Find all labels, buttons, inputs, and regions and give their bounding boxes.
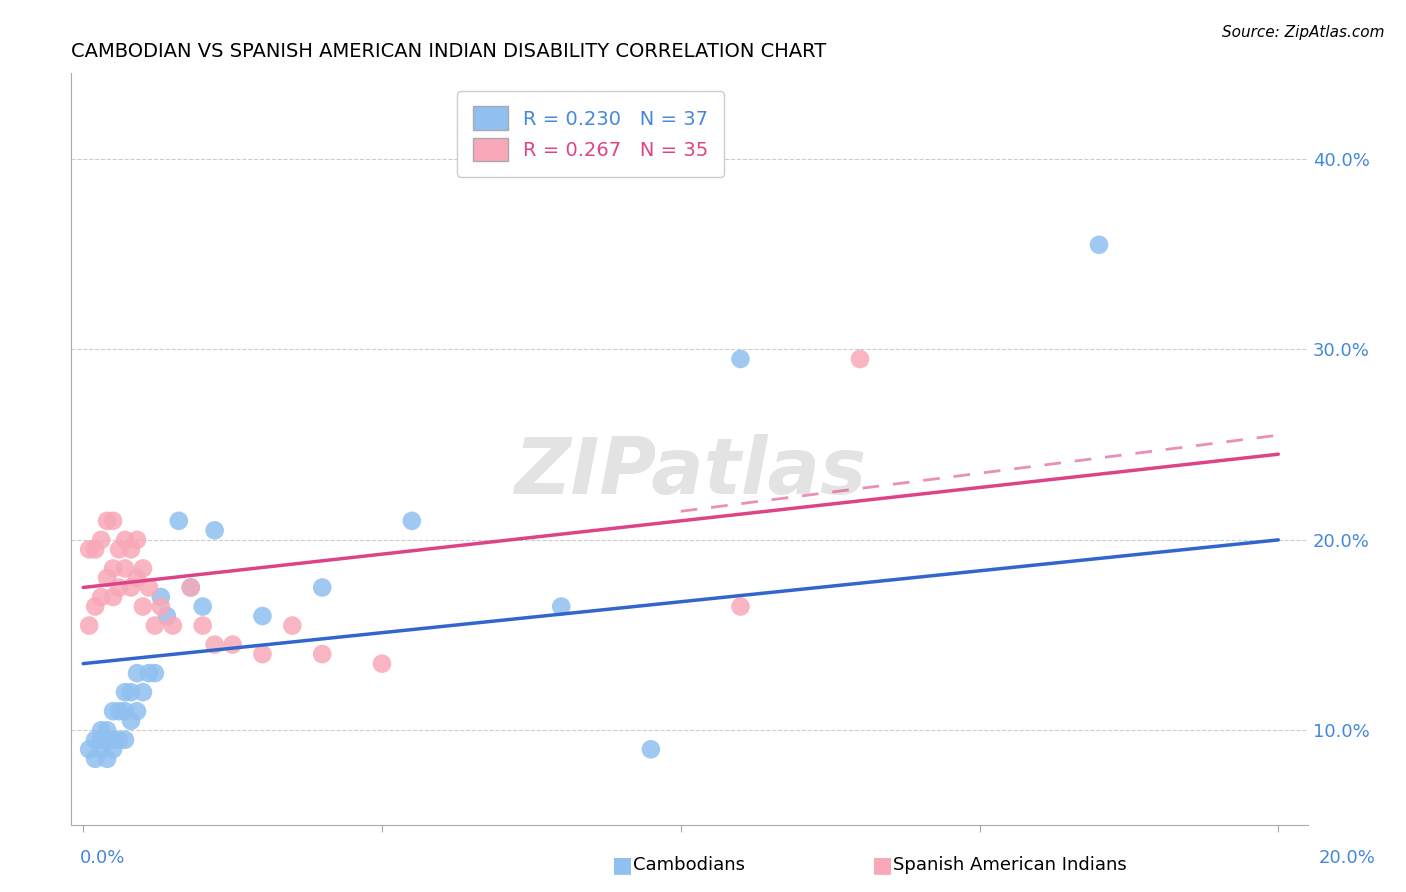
Point <box>281 618 304 632</box>
Point <box>77 542 100 557</box>
Point <box>132 599 155 614</box>
Text: CAMBODIAN VS SPANISH AMERICAN INDIAN DISABILITY CORRELATION CHART: CAMBODIAN VS SPANISH AMERICAN INDIAN DIS… <box>72 42 827 61</box>
Point <box>204 638 226 652</box>
Point <box>108 704 131 718</box>
Point <box>96 571 118 585</box>
Point <box>77 618 100 632</box>
Text: Source: ZipAtlas.com: Source: ZipAtlas.com <box>1222 25 1385 40</box>
Point <box>84 732 107 747</box>
Point <box>132 561 155 575</box>
Point <box>101 704 124 718</box>
Point <box>162 618 184 632</box>
Point <box>125 704 148 718</box>
Point <box>120 581 142 595</box>
Point <box>96 514 118 528</box>
Text: 20.0%: 20.0% <box>1319 849 1375 867</box>
Point <box>371 657 394 671</box>
Text: ■: ■ <box>872 855 893 875</box>
Point <box>138 581 160 595</box>
Point <box>1088 237 1111 252</box>
Point <box>149 590 172 604</box>
Point <box>204 524 226 538</box>
Point <box>191 599 214 614</box>
Point <box>120 714 142 728</box>
Text: Cambodians: Cambodians <box>633 856 745 874</box>
Point <box>180 581 202 595</box>
Point <box>101 742 124 756</box>
Point <box>125 571 148 585</box>
Point <box>101 514 124 528</box>
Point <box>401 514 423 528</box>
Point <box>252 647 274 661</box>
Point <box>96 752 118 766</box>
Point <box>90 590 112 604</box>
Point <box>730 599 752 614</box>
Point <box>132 685 155 699</box>
Point <box>90 742 112 756</box>
Point <box>143 666 166 681</box>
Point <box>191 618 214 632</box>
Point <box>84 752 107 766</box>
Point <box>90 732 112 747</box>
Point <box>101 561 124 575</box>
Text: Spanish American Indians: Spanish American Indians <box>893 856 1126 874</box>
Point <box>252 609 274 624</box>
Point <box>120 685 142 699</box>
Text: ZIPatlas: ZIPatlas <box>513 434 866 510</box>
Text: ■: ■ <box>612 855 633 875</box>
Point <box>108 542 131 557</box>
Point <box>180 581 202 595</box>
Point <box>90 533 112 547</box>
Point <box>311 581 333 595</box>
Point <box>108 581 131 595</box>
Point <box>120 542 142 557</box>
Point <box>114 704 136 718</box>
Point <box>114 533 136 547</box>
Point <box>101 732 124 747</box>
Point <box>125 533 148 547</box>
Point <box>90 723 112 738</box>
Point <box>108 732 131 747</box>
Point <box>101 590 124 604</box>
Point <box>84 599 107 614</box>
Point <box>550 599 572 614</box>
Point <box>114 561 136 575</box>
Point <box>143 618 166 632</box>
Point <box>167 514 190 528</box>
Point <box>221 638 243 652</box>
Point <box>311 647 333 661</box>
Point <box>849 351 872 366</box>
Point <box>84 542 107 557</box>
Point <box>138 666 160 681</box>
Point <box>77 742 100 756</box>
Text: 0.0%: 0.0% <box>80 849 125 867</box>
Point <box>730 351 752 366</box>
Point <box>640 742 662 756</box>
Point <box>96 732 118 747</box>
Point <box>114 685 136 699</box>
Point <box>156 609 179 624</box>
Point <box>125 666 148 681</box>
Legend: R = 0.230   N = 37, R = 0.267   N = 35: R = 0.230 N = 37, R = 0.267 N = 35 <box>457 91 724 177</box>
Point <box>96 723 118 738</box>
Point <box>114 732 136 747</box>
Point <box>149 599 172 614</box>
